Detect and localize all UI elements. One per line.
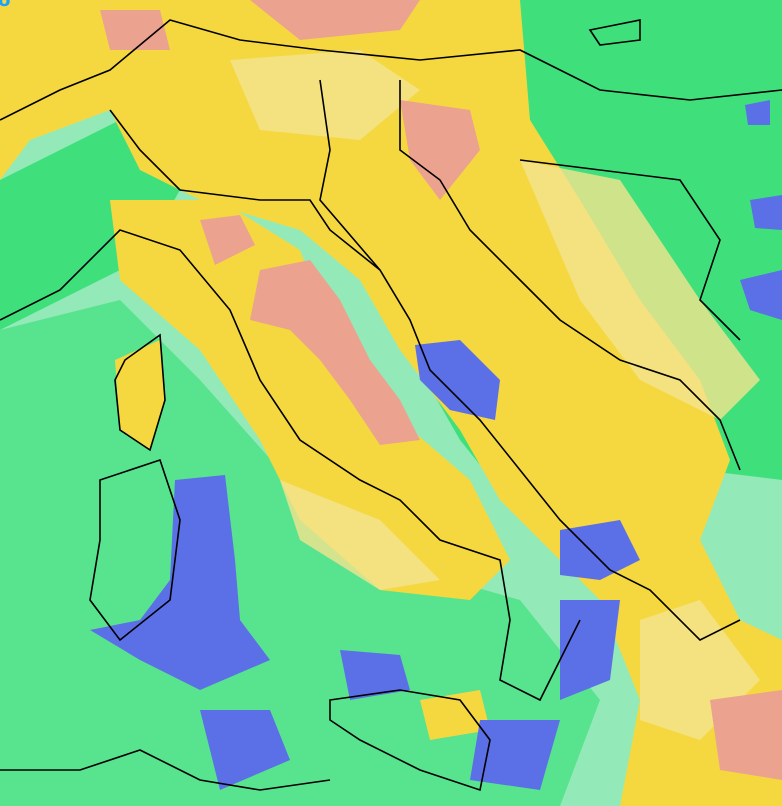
light-yellow-zones (230, 50, 760, 740)
blue-zones (90, 100, 782, 790)
corner-label: ao (0, 0, 11, 11)
coastlines-and-borders (0, 19, 782, 792)
salmon-zones (100, 0, 782, 780)
